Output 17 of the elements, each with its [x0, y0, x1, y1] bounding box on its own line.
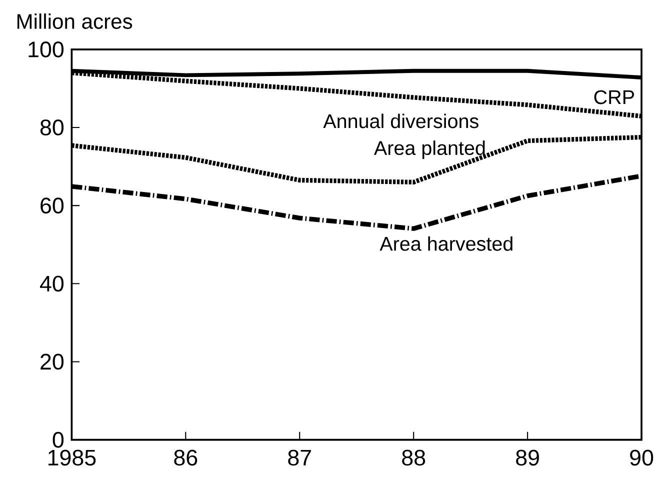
- x-tick-label: 90: [630, 450, 654, 466]
- x-tick-label: 88: [402, 450, 426, 466]
- y-tick-label: 60: [40, 197, 64, 214]
- series-label: Annual diversions: [323, 114, 478, 128]
- y-tick-label: 20: [40, 354, 64, 370]
- y-tick-label: 0: [52, 432, 64, 448]
- y-tick-label: 40: [40, 276, 64, 292]
- x-tick-label: 87: [288, 450, 311, 466]
- y-tick-label: 80: [40, 119, 64, 136]
- series-label: Area harvested: [380, 236, 512, 251]
- series-label: Area planted: [374, 140, 485, 159]
- series-label: CRP: [594, 90, 634, 104]
- y-tick-label: 100: [28, 41, 64, 58]
- x-tick-label: 89: [516, 450, 539, 466]
- y-axis-title: Million acres: [17, 13, 132, 29]
- x-tick-label: 86: [174, 450, 198, 466]
- x-tick-label: 1985: [48, 450, 96, 466]
